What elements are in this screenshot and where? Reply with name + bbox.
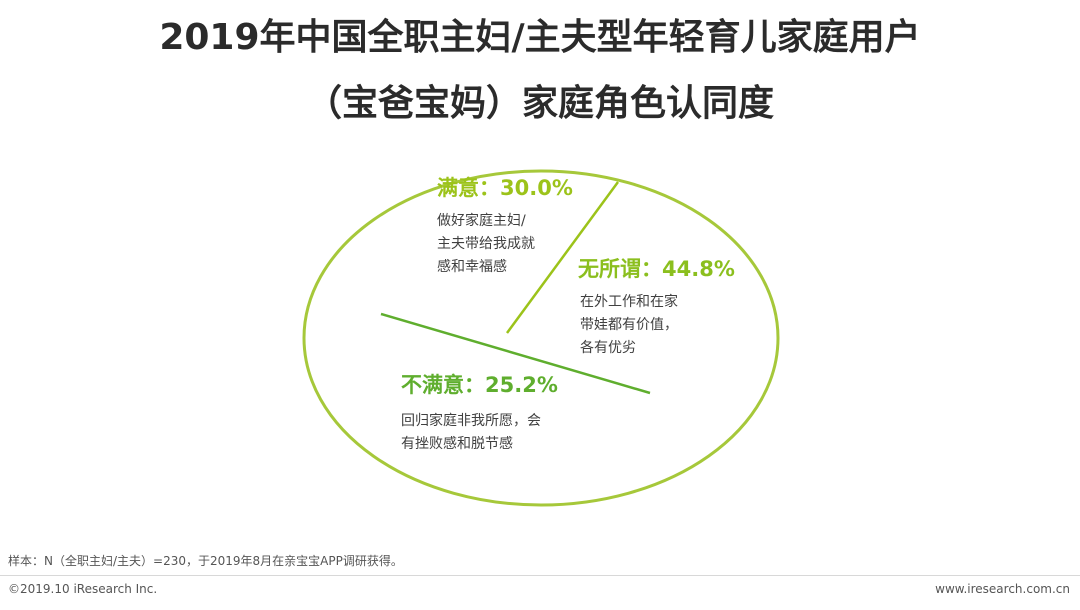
copyright-text: ©2019.10 iResearch Inc. [8, 582, 158, 596]
slice-description-line: 主夫带给我成就 [437, 236, 535, 252]
slice-description-line: 回归家庭非我所愿，会 [401, 413, 541, 429]
pie-outline [302, 169, 780, 507]
slice-description-satisfied: 做好家庭主妇/ 主夫带给我成就 感和幸福感 [437, 210, 535, 279]
slice-description-line: 感和幸福感 [437, 259, 507, 275]
slice-description-line: 做好家庭主妇/ [437, 213, 526, 229]
chart-title-line2: （宝爸宝妈）家庭角色认同度 [305, 83, 774, 124]
chart-title-line1: 2019年中国全职主妇/主夫型年轻育儿家庭用户 [159, 17, 921, 58]
slice-description-line: 各有优劣 [580, 340, 636, 356]
slice-label-indifferent: 无所谓：44.8% [578, 257, 735, 281]
slice-label-satisfied: 满意：30.0% [437, 176, 573, 200]
slice-description-line: 在外工作和在家 [580, 294, 678, 310]
slice-description-indifferent: 在外工作和在家 带娃都有价值， 各有优劣 [580, 291, 678, 360]
slice-divider-satisfied-indifferent [505, 181, 620, 334]
sample-note: 样本：N（全职主妇/主夫）=230，于2019年8月在亲宝宝APP调研获得。 [8, 554, 403, 568]
slice-description-unsatisfied: 回归家庭非我所愿，会 有挫败感和脱节感 [401, 410, 541, 456]
slice-description-line: 带娃都有价值， [580, 317, 678, 333]
slice-divider-indifferent-unsatisfied [380, 312, 651, 395]
slice-description-line: 有挫败感和脱节感 [401, 436, 513, 452]
website-link[interactable]: www.iresearch.com.cn [935, 582, 1070, 596]
slice-label-unsatisfied: 不满意：25.2% [401, 373, 558, 397]
footer-divider [0, 575, 1080, 576]
